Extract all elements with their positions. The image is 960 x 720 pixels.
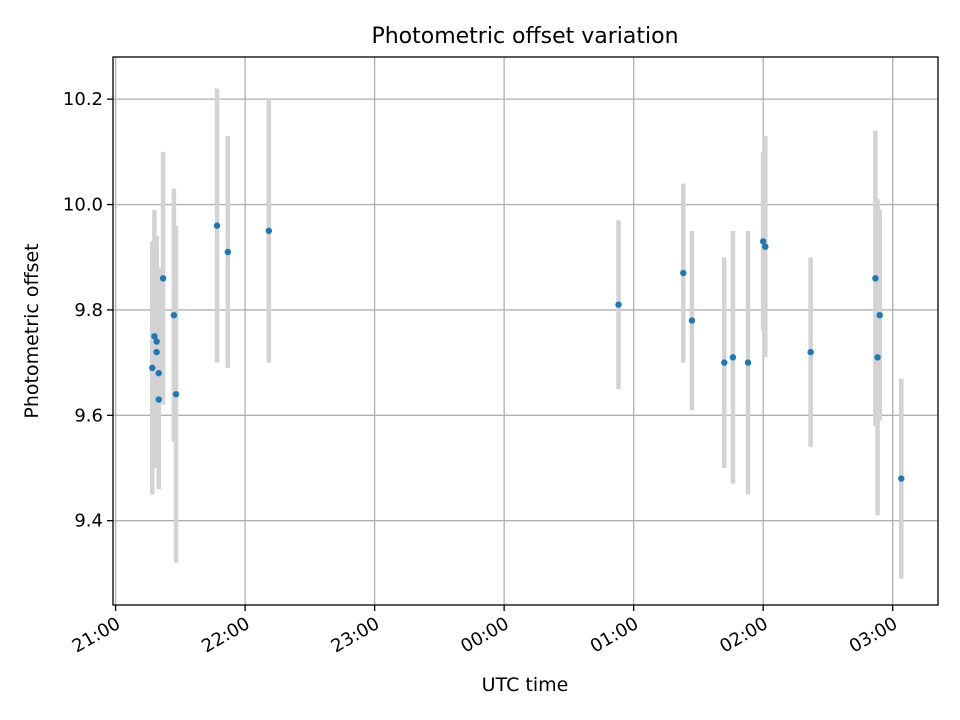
data-point bbox=[680, 269, 687, 277]
data-point bbox=[721, 359, 728, 366]
data-point bbox=[149, 364, 156, 372]
data-point bbox=[744, 359, 752, 366]
data-point bbox=[729, 354, 737, 361]
data-point bbox=[762, 243, 769, 250]
data-point bbox=[151, 333, 158, 340]
x-tick-label: 21:00 bbox=[69, 613, 124, 657]
data-point bbox=[155, 369, 162, 377]
data-point bbox=[265, 227, 273, 235]
y-tick-label: 10.0 bbox=[63, 195, 103, 216]
data-point bbox=[874, 354, 881, 361]
data-point bbox=[159, 275, 167, 282]
data-point bbox=[759, 238, 767, 245]
x-tick-label: 03:00 bbox=[846, 613, 901, 657]
chart-title: Photometric offset variation bbox=[371, 24, 678, 49]
data-point bbox=[224, 248, 232, 256]
data-point bbox=[172, 391, 180, 398]
x-tick-label: 00:00 bbox=[457, 613, 512, 657]
x-tick-label: 02:00 bbox=[716, 613, 771, 657]
data-point bbox=[615, 301, 622, 308]
data-points bbox=[149, 222, 905, 482]
y-axis-ticks: 9.4 9.6 9.8 10.0 10.2 bbox=[63, 89, 113, 532]
x-axis-ticks: 21:00 22:00 23:00 00:00 01:00 02:00 03:00 bbox=[69, 605, 901, 657]
plot-frame bbox=[112, 56, 939, 606]
data-point bbox=[872, 275, 879, 282]
x-tick-label: 23:00 bbox=[328, 613, 383, 657]
error-bars bbox=[150, 88, 904, 579]
data-point bbox=[170, 311, 178, 319]
data-point bbox=[898, 475, 905, 482]
data-point bbox=[876, 311, 883, 319]
data-point bbox=[807, 348, 814, 356]
x-tick-label: 22:00 bbox=[198, 613, 253, 657]
y-tick-label: 9.8 bbox=[74, 300, 103, 321]
data-point bbox=[153, 338, 160, 345]
y-axis-label: Photometric offset bbox=[21, 243, 43, 418]
data-point bbox=[213, 222, 221, 229]
data-point bbox=[155, 396, 162, 403]
grid-lines bbox=[113, 57, 938, 605]
y-tick-label: 9.4 bbox=[74, 511, 103, 532]
x-tick-label: 01:00 bbox=[587, 613, 642, 657]
x-axis-label: UTC time bbox=[482, 674, 569, 696]
y-tick-label: 10.2 bbox=[63, 89, 103, 110]
data-point bbox=[688, 317, 696, 324]
data-point bbox=[153, 348, 160, 356]
y-tick-label: 9.6 bbox=[74, 405, 103, 426]
